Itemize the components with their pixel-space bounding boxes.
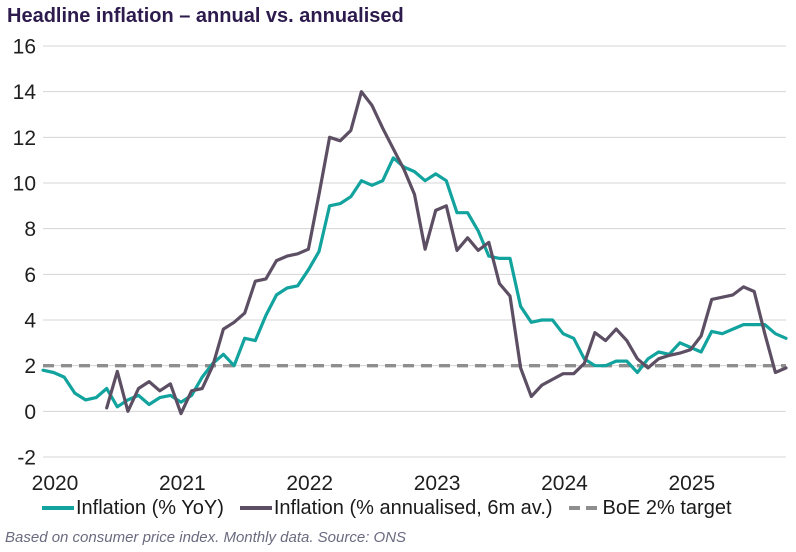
page-title: Headline inflation – annual vs. annualis… — [7, 5, 404, 27]
x-axis-tick-label: 2022 — [286, 472, 333, 495]
series-line-annualised — [105, 90, 788, 416]
legend-item-annualised: Inflation (% annualised, 6m av.) — [239, 497, 553, 519]
legend-label-annualised: Inflation (% annualised, 6m av.) — [273, 497, 553, 519]
x-axis-tick-label: 2025 — [668, 472, 715, 495]
x-axis-tick-label: 2023 — [414, 472, 461, 495]
footer-note: Based on consumer price index. Monthly d… — [5, 529, 407, 546]
legend-line-swatch-annualised — [239, 506, 272, 510]
x-axis-tick-label: 2021 — [159, 472, 206, 495]
y-axis-tick-label: 6 — [24, 264, 36, 287]
legend-label-target: BoE 2% target — [602, 497, 732, 519]
legend-item-target: BoE 2% target — [568, 497, 732, 519]
y-axis-tick-label: 0 — [24, 401, 36, 424]
y-axis-tick-label: 16 — [13, 36, 36, 59]
y-axis-tick-label: -2 — [17, 447, 36, 470]
y-axis-tick-label: 12 — [13, 127, 36, 150]
legend-dash-swatch-target — [568, 506, 601, 510]
legend-item-yoy: Inflation (% YoY) — [42, 497, 224, 519]
legend: Inflation (% YoY) Inflation (% annualise… — [42, 497, 796, 519]
y-axis-tick-label: 8 — [24, 218, 36, 241]
x-axis-tick-label: 2020 — [32, 472, 79, 495]
legend-label-yoy: Inflation (% YoY) — [76, 497, 224, 519]
y-axis-tick-label: 10 — [13, 173, 36, 196]
y-axis-tick-label: 14 — [13, 81, 37, 104]
legend-line-swatch-yoy — [42, 506, 74, 510]
y-axis-tick-label: 2 — [24, 355, 36, 378]
x-axis-tick-label: 2024 — [541, 472, 588, 495]
y-axis-tick-label: 4 — [24, 310, 36, 333]
series-line-yoy — [41, 156, 788, 409]
